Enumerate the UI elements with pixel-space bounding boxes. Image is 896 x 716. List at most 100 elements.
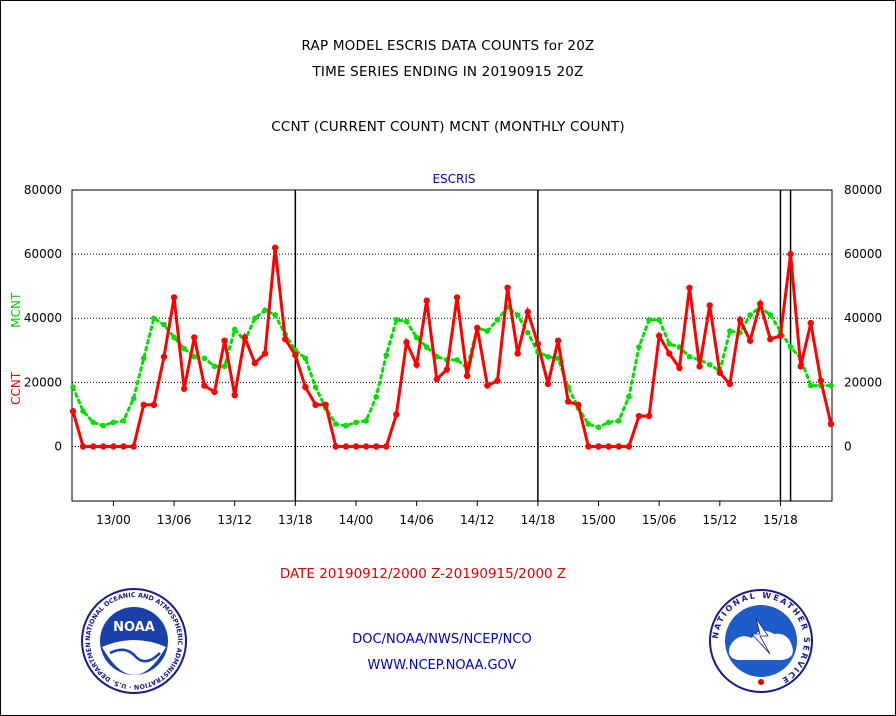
data-point-mcnt [807,382,814,389]
y-tick-label-right: 40000 [844,311,882,325]
data-point-mcnt [221,363,228,370]
data-point-ccnt [797,363,804,370]
x-tick-label: 14/12 [460,513,495,527]
data-point-ccnt [433,375,441,383]
data-point-mcnt [615,418,622,424]
data-point-ccnt [170,294,178,301]
data-point-mcnt [747,312,753,318]
data-point-mcnt [585,421,592,427]
noaa-logo: NATIONAL OCEANIC AND ATMOSPHERIC ADMINIS… [80,587,187,694]
data-point-ccnt [352,443,360,450]
data-point-ccnt [463,372,471,380]
data-point-mcnt [545,353,551,360]
x-tick-label: 13/06 [157,513,192,527]
data-point-ccnt [191,334,198,341]
data-point-ccnt [221,337,228,344]
data-point-ccnt [251,359,259,367]
data-point-mcnt [272,312,278,318]
x-tick-label: 13/00 [96,513,131,527]
data-point-mcnt [787,344,794,350]
data-point-ccnt [676,364,683,372]
data-point-mcnt [373,393,379,400]
data-point-mcnt [130,395,137,402]
data-point-ccnt [443,366,451,373]
data-point-ccnt [312,401,319,409]
data-point-ccnt [595,443,602,450]
x-tick-label: 14/06 [399,513,434,527]
data-point-mcnt [454,357,460,363]
data-point-ccnt [484,382,491,389]
data-point-ccnt [757,300,764,308]
data-point-ccnt [69,408,77,415]
data-point-ccnt [585,443,592,450]
data-point-ccnt [282,335,289,343]
chart-svg: 0 0 20000 20000 40000 40000 60000 60000 80000 800… [9,172,882,527]
data-point-mcnt [363,418,369,424]
data-point-mcnt [636,344,642,350]
x-tick-label: 13/18 [278,513,313,527]
data-point-ccnt [474,324,481,332]
data-point-ccnt [130,443,137,450]
data-point-ccnt [645,412,653,420]
data-point-ccnt [716,369,724,376]
date-range-label: DATE 20190912/2000 Z-20190915/2000 Z [279,566,567,582]
data-point-mcnt [110,419,117,426]
data-point-mcnt [100,422,107,429]
data-point-ccnt [120,443,127,450]
data-point-ccnt [504,284,511,291]
data-point-mcnt [151,315,157,322]
data-point-ccnt [524,308,531,316]
x-tick-label: 13/12 [217,513,252,527]
chart-title-line1: RAP MODEL ESCRIS DATA COUNTS for 20Z [301,38,595,54]
y-tick-label-left: 80000 [24,183,62,197]
data-point-ccnt [302,383,309,391]
y-tick-label-right: 0 [844,439,852,453]
data-point-ccnt [362,443,370,450]
x-tick-label: 15/18 [763,513,798,527]
data-point-mcnt [231,326,238,333]
data-point-ccnt [241,334,249,341]
data-point-ccnt [696,363,703,370]
data-point-mcnt [161,321,167,328]
data-point-mcnt [171,334,177,341]
noaa-logo-label: NOAA [113,620,155,635]
data-point-ccnt [201,382,208,389]
data-point-ccnt [231,391,238,399]
data-point-ccnt [605,443,612,450]
data-point-ccnt [140,401,147,409]
data-point-ccnt [322,401,329,409]
chart-subtitle: CCNT (CURRENT COUNT) MCNT (MONTHLY COUNT… [271,119,625,135]
data-point-mcnt [403,318,410,325]
data-point-ccnt [160,353,168,360]
data-point-ccnt [575,401,582,409]
data-point-ccnt [736,316,744,324]
data-point-mcnt [353,419,359,426]
data-point-mcnt [120,418,127,424]
y-tick-label-right: 60000 [844,247,882,261]
data-point-ccnt [554,337,562,344]
data-point-mcnt [201,355,208,362]
data-point-ccnt [777,332,784,340]
data-point-ccnt [423,297,430,304]
data-point-mcnt [656,317,662,323]
x-tick-label: 15/00 [581,513,616,527]
x-tick-label: 14/00 [339,513,374,527]
y-axis-label-ccnt: CCNT [9,371,23,405]
y-tick-label-left: 20000 [24,375,62,389]
data-point-ccnt [514,350,521,357]
data-point-ccnt [666,350,673,357]
chart-title-line2: TIME SERIES ENDING IN 20190915 20Z [312,64,584,80]
data-point-mcnt [666,341,673,347]
chart-series-title: ESCRIS [432,172,475,186]
x-tick-label: 15/12 [703,513,738,527]
data-point-mcnt [484,328,491,334]
footer-url-text[interactable]: WWW.NCEP.NOAA.GOV [367,658,517,673]
data-point-ccnt [150,401,158,409]
data-point-ccnt [342,443,350,450]
data-point-mcnt [524,329,531,336]
y-tick-label-right: 20000 [844,375,882,389]
data-point-mcnt [70,384,76,390]
data-point-ccnt [403,339,410,346]
data-point-mcnt [90,419,97,426]
data-point-ccnt [261,350,269,357]
